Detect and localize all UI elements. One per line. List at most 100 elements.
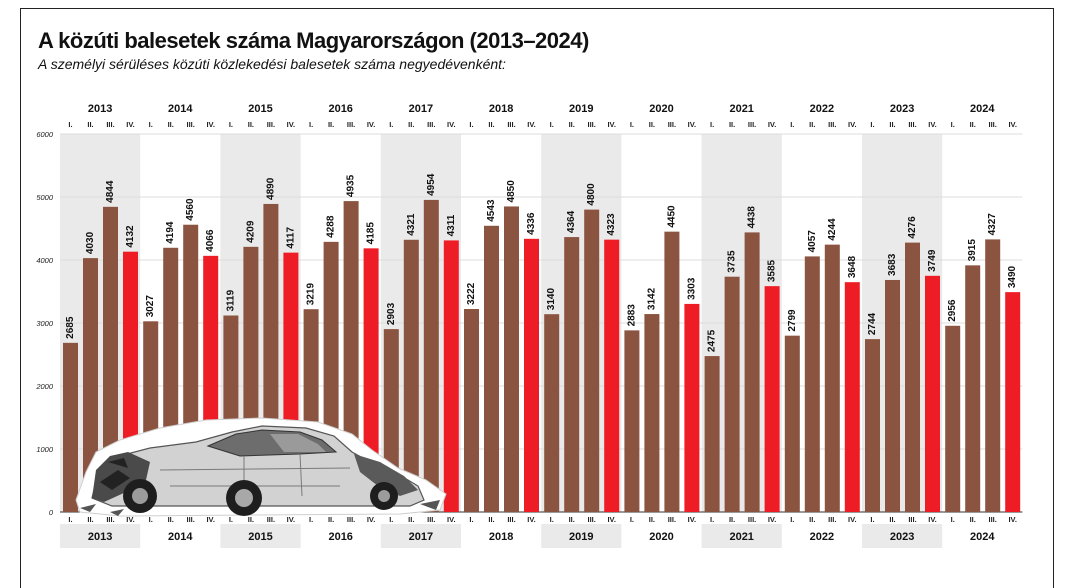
quarter-label-top: II.	[408, 120, 414, 129]
quarter-label-top: IV.	[607, 120, 615, 129]
chart-frame	[20, 8, 1054, 588]
year-band-bottom	[701, 524, 782, 548]
value-label: 3222	[466, 282, 477, 305]
quarter-label-top: III.	[347, 120, 355, 129]
year-label-top: 2018	[489, 103, 513, 115]
quarter-label-top: IV.	[768, 120, 776, 129]
quarter-label-bottom: IV.	[607, 515, 615, 524]
quarter-label-top: IV.	[688, 120, 696, 129]
quarter-label-bottom: III.	[507, 515, 515, 524]
value-label: 4132	[125, 225, 136, 248]
quarter-label-top: II.	[168, 120, 174, 129]
quarter-label-bottom: IV.	[848, 515, 856, 524]
quarter-label-top: IV.	[367, 120, 375, 129]
bar	[464, 309, 479, 512]
quarter-label-bottom: I.	[309, 515, 313, 524]
bar	[885, 279, 900, 512]
bar	[965, 265, 981, 512]
value-label: 2883	[626, 304, 637, 327]
quarter-label-top: IV.	[527, 120, 535, 129]
quarter-label-bottom: I.	[389, 515, 393, 524]
year-label-top: 2016	[328, 103, 352, 115]
year-band-bottom	[541, 524, 622, 548]
quarter-label-top: IV.	[287, 120, 295, 129]
bar	[604, 239, 620, 512]
value-label: 4321	[406, 213, 417, 236]
bar	[724, 276, 740, 512]
bar	[1005, 292, 1021, 512]
bar	[524, 238, 539, 512]
value-label: 3648	[847, 255, 858, 278]
year-label-top: 2015	[248, 103, 272, 115]
quarter-label-bottom: III.	[267, 515, 275, 524]
value-label: 4336	[526, 212, 537, 235]
bar	[403, 239, 419, 513]
value-label: 4209	[245, 220, 256, 243]
quarter-label-bottom: I.	[469, 515, 473, 524]
quarter-label-bottom: IV.	[206, 515, 214, 524]
car-window-rear	[270, 434, 326, 452]
year-label-top: 2013	[88, 103, 112, 115]
quarter-label-top: III.	[668, 120, 676, 129]
value-label: 3735	[727, 250, 738, 273]
quarter-label-bottom: III.	[588, 515, 596, 524]
value-label: 3915	[967, 239, 978, 262]
year-label-bottom: 2020	[649, 531, 673, 543]
value-label: 4450	[666, 205, 677, 228]
value-label: 4194	[165, 221, 176, 244]
bar	[905, 242, 920, 512]
chart-title: A közúti balesetek száma Magyarországon …	[38, 28, 589, 53]
quarter-label-bottom: I.	[790, 515, 794, 524]
year-label-bottom: 2024	[970, 531, 995, 543]
quarter-label-bottom: I.	[951, 515, 955, 524]
value-label: 2685	[65, 316, 76, 339]
value-label: 2956	[947, 299, 958, 322]
quarter-label-top: II.	[970, 120, 976, 129]
bar	[624, 330, 640, 512]
value-label: 4057	[807, 230, 818, 253]
quarter-label-top: II.	[729, 120, 735, 129]
year-label-top: 2017	[409, 103, 433, 115]
quarter-label-top: II.	[328, 120, 334, 129]
crashed-car-image	[75, 417, 447, 517]
bar	[484, 225, 499, 512]
year-band-bottom	[220, 524, 301, 548]
value-label: 4844	[105, 180, 116, 203]
quarter-label-bottom: III.	[989, 515, 997, 524]
quarter-label-top: II.	[889, 120, 895, 129]
quarter-label-top: III.	[106, 120, 114, 129]
bar	[564, 237, 580, 512]
quarter-label-bottom: III.	[347, 515, 355, 524]
quarter-label-top: IV.	[1008, 120, 1016, 129]
year-label-top: 2021	[729, 103, 753, 115]
quarter-label-top: IV.	[126, 120, 134, 129]
year-band-bottom	[380, 524, 461, 548]
quarter-label-bottom: I.	[229, 515, 233, 524]
quarter-label-bottom: II.	[809, 515, 815, 524]
quarter-label-bottom: IV.	[126, 515, 134, 524]
quarter-label-bottom: III.	[828, 515, 836, 524]
quarter-label-bottom: II.	[328, 515, 334, 524]
quarter-label-top: I.	[710, 120, 714, 129]
quarter-label-bottom: II.	[168, 515, 174, 524]
value-label: 4030	[85, 231, 96, 254]
year-band-bottom	[60, 524, 141, 548]
value-label: 4954	[426, 173, 437, 196]
bar	[925, 275, 940, 512]
quarter-label-bottom: II.	[729, 515, 735, 524]
year-label-bottom: 2014	[168, 531, 193, 543]
bar	[804, 256, 820, 512]
value-label: 3119	[225, 289, 236, 311]
quarter-label-bottom: IV.	[527, 515, 535, 524]
quarter-label-top: II.	[649, 120, 655, 129]
quarter-label-bottom: III.	[908, 515, 916, 524]
quarter-label-top: III.	[187, 120, 195, 129]
quarter-label-bottom: III.	[106, 515, 114, 524]
quarter-label-top: III.	[748, 120, 756, 129]
quarter-label-bottom: III.	[187, 515, 195, 524]
bar	[945, 325, 961, 512]
quarter-label-bottom: III.	[748, 515, 756, 524]
quarter-label-top: I.	[550, 120, 554, 129]
quarter-label-top: III.	[908, 120, 916, 129]
